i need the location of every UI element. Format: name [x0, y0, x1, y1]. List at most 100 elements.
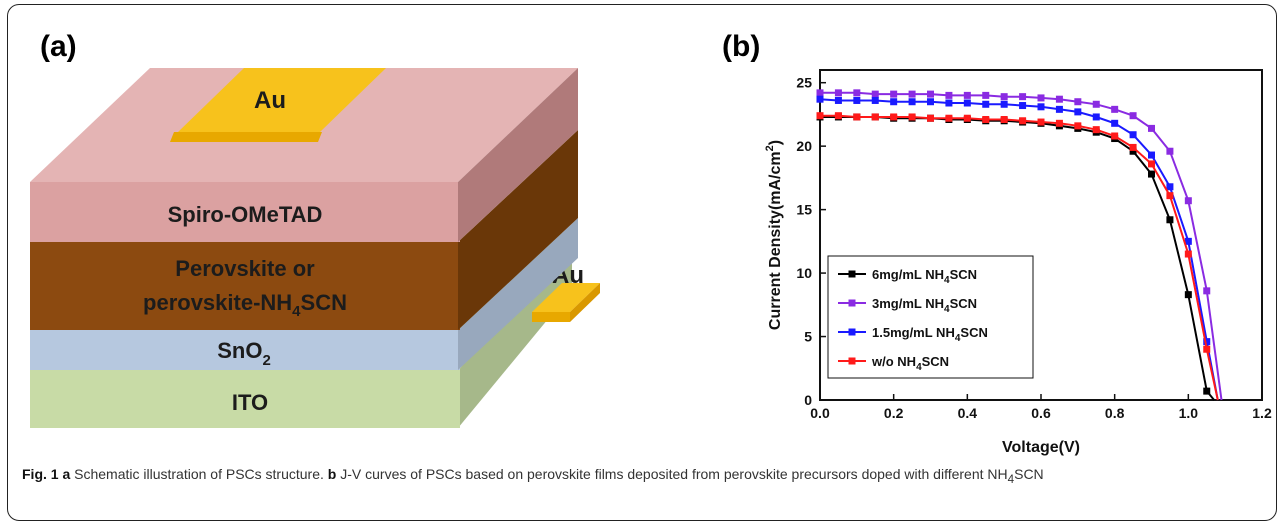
data-point: [890, 113, 898, 121]
device-schematic: (a) ITO Au SnO2 Perovskite or perovskite…: [30, 30, 600, 428]
y-tick-label: 0: [804, 392, 812, 408]
y-tick-label: 20: [796, 138, 812, 154]
data-point: [927, 114, 934, 122]
data-point: [927, 90, 934, 98]
spiro-label: Spiro-OMeTAD: [168, 202, 323, 227]
perovskite-side-face: [458, 130, 578, 330]
legend: 6mg/mL NH4SCN 3mg/mL NH4SCN 1.5mg/mL NH4SC…: [827, 255, 1034, 379]
panel-b-label: (b): [722, 30, 760, 63]
x-axis-title: Voltage(V): [1002, 439, 1080, 456]
data-point: [1203, 387, 1211, 395]
perovskite-label-line2: perovskite-NH4SCN: [143, 290, 347, 320]
y-axis-title: Current Density(mA/cm2): [764, 140, 784, 330]
data-point: [1000, 100, 1008, 108]
y-tick-label: 25: [796, 75, 812, 91]
data-point: [908, 90, 916, 98]
caption-fig-label: Fig. 1: [22, 466, 59, 482]
caption-b-text: J-V curves of PSCs based on perovskite f…: [336, 466, 1008, 482]
data-point: [1019, 117, 1027, 125]
data-point: [1184, 250, 1192, 258]
data-point: [1092, 100, 1100, 108]
data-point: [982, 100, 990, 108]
figure-caption: Fig. 1 a Schematic illustration of PSCs …: [22, 464, 1262, 490]
axis-ticks: 0.0 0.2 0.4 0.6 0.8 1.0 1.2 0 5 10 15 20 25: [796, 75, 1272, 421]
side-au-top: [532, 283, 600, 312]
y-tick-label: 10: [796, 265, 812, 281]
data-point: [908, 113, 916, 121]
jv-curves: [816, 89, 1223, 401]
data-point: [816, 112, 824, 120]
data-point: [1184, 197, 1192, 205]
data-point: [908, 98, 916, 106]
jv-chart: (b) 0.0 0.2 0.4 0.6 0.8 1.0 1.2 0 5 10 15 20 25 Volt…: [722, 30, 1272, 456]
legend-label: 3mg/mL NH4SCN: [872, 296, 977, 315]
data-point: [834, 89, 842, 97]
caption-b-suffix: SCN: [1014, 466, 1044, 482]
data-point: [1111, 105, 1119, 113]
x-tick-label: 0.8: [1105, 405, 1125, 421]
data-point: [1129, 131, 1137, 139]
perovskite-label-line1: Perovskite or: [175, 256, 315, 281]
data-point: [1129, 143, 1137, 151]
data-point: [853, 113, 861, 121]
panel-a-label: (a): [40, 30, 77, 63]
perovskite-front-face: [30, 242, 460, 330]
x-tick-label: 0.6: [1031, 405, 1051, 421]
data-point: [1074, 122, 1082, 130]
data-point: [1148, 151, 1155, 159]
caption-b-label: b: [327, 466, 337, 482]
data-point: [1092, 126, 1100, 134]
data-point: [1148, 124, 1155, 132]
data-point: [1055, 95, 1063, 103]
ito-label: ITO: [232, 390, 268, 415]
ito-front-face: [30, 370, 460, 428]
data-point: [1129, 147, 1137, 155]
spiro-front-face: [30, 182, 460, 242]
data-point: [871, 113, 879, 121]
data-point: [1148, 160, 1155, 168]
x-tick-label: 1.0: [1179, 405, 1199, 421]
data-point: [1166, 183, 1174, 191]
data-point: [1111, 119, 1119, 127]
x-tick-label: 0.4: [958, 405, 978, 421]
data-point: [816, 89, 824, 97]
data-point: [853, 89, 861, 97]
top-au-label: Au: [254, 87, 286, 114]
data-point: [1111, 132, 1119, 140]
data-point: [871, 96, 879, 104]
data-point: [982, 116, 990, 123]
y-tick-label: 5: [804, 329, 812, 345]
x-tick-label: 0.2: [884, 405, 904, 421]
legend-marker: [848, 270, 856, 278]
data-point: [982, 91, 990, 99]
data-point: [945, 114, 953, 122]
data-point: [963, 91, 971, 99]
spiro-side-face: [458, 68, 578, 242]
data-point: [1129, 112, 1137, 120]
data-point: [1074, 98, 1082, 106]
legend-label: 6mg/mL NH4SCN: [872, 267, 977, 286]
data-point: [816, 95, 824, 103]
x-tick-label: 1.2: [1252, 405, 1272, 421]
sno2-label: SnO2: [217, 338, 271, 369]
data-point: [1203, 338, 1211, 346]
data-point: [1019, 102, 1027, 110]
caption-b-sub: 4: [1007, 472, 1015, 486]
data-point: [1092, 113, 1100, 121]
data-point: [1203, 287, 1211, 295]
y-tick-label: 15: [796, 202, 812, 218]
data-point: [1037, 118, 1045, 126]
data-point: [1203, 345, 1211, 353]
data-point: [1148, 170, 1155, 178]
data-point: [871, 90, 879, 98]
side-au-right: [570, 283, 600, 322]
data-point: [963, 99, 971, 107]
top-au-top: [178, 68, 386, 132]
data-point: [1166, 192, 1174, 200]
legend-box: [827, 255, 1034, 379]
legend-label: 1.5mg/mL NH4SCN: [872, 325, 988, 344]
data-point: [1055, 105, 1063, 113]
legend-marker: [848, 299, 856, 307]
caption-a-label: a: [62, 466, 71, 482]
data-point: [890, 90, 898, 98]
